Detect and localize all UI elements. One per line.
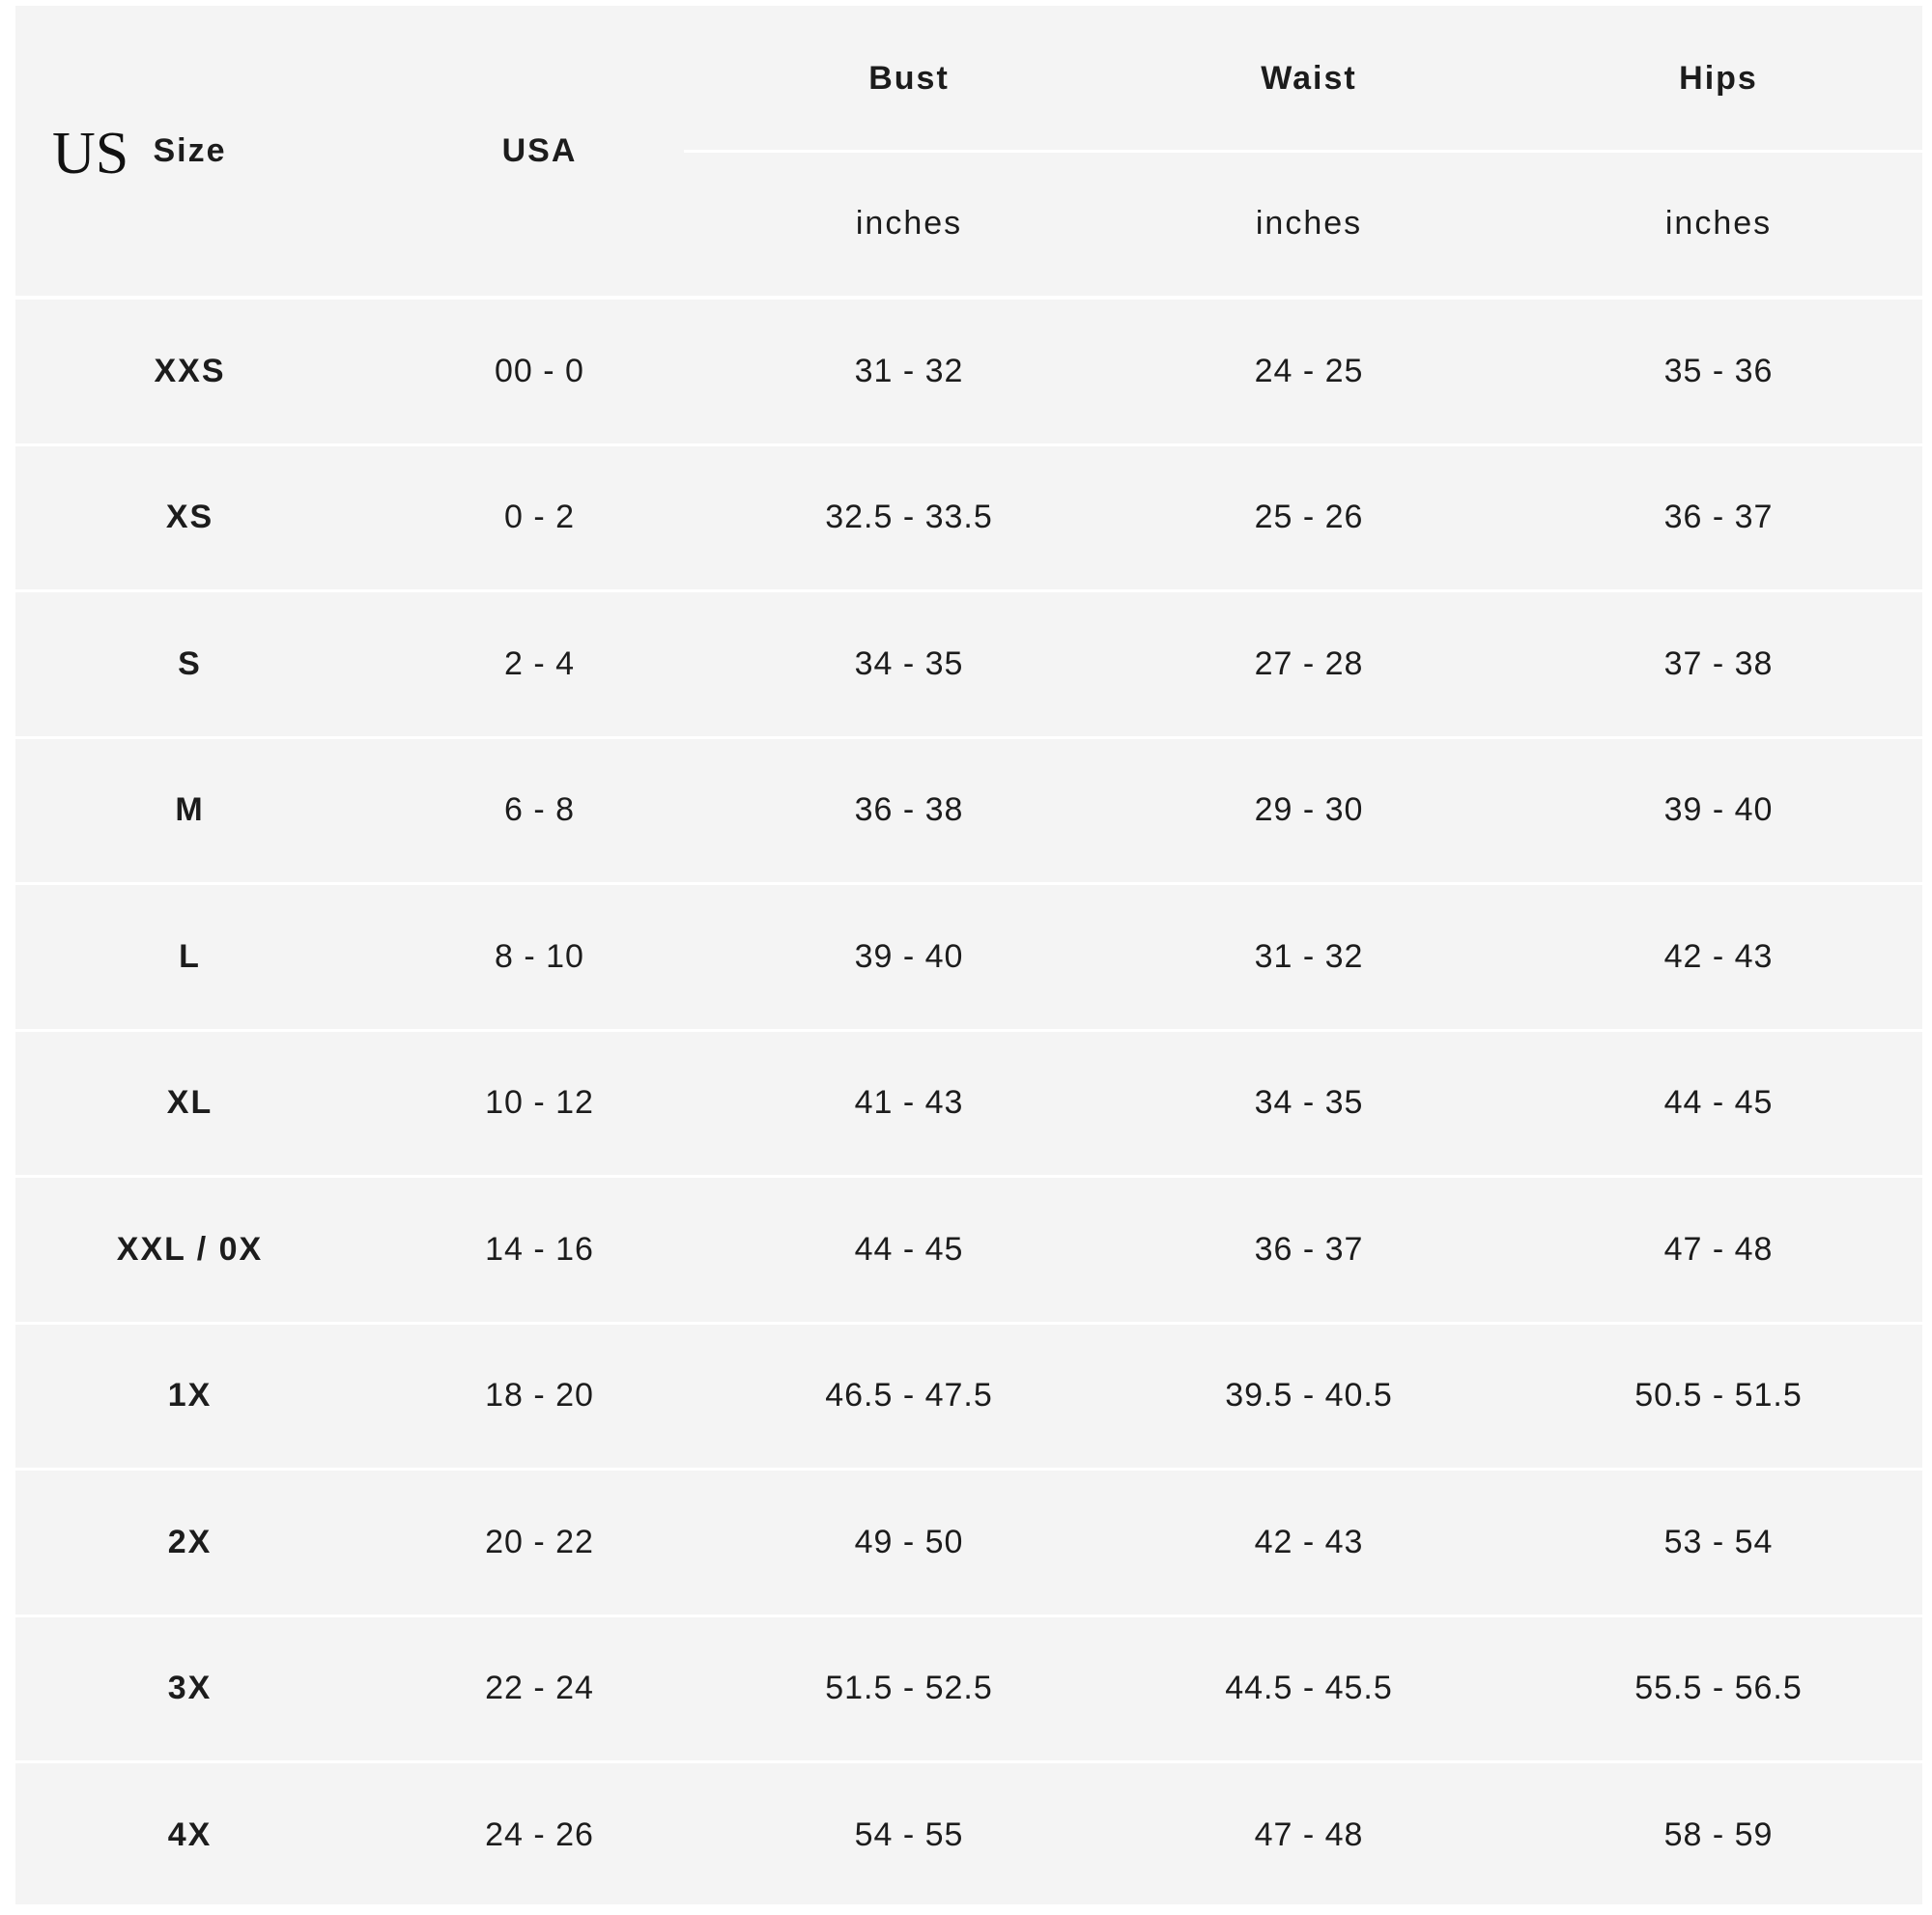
cell-usa: 22 - 24 xyxy=(485,1670,594,1707)
cell-usa: 6 - 8 xyxy=(503,791,576,829)
cell-hips: 42 - 43 xyxy=(1663,937,1774,975)
cell-hips: 53 - 54 xyxy=(1663,1523,1774,1560)
cell-hips: 58 - 59 xyxy=(1663,1815,1774,1853)
cell-usa: 14 - 16 xyxy=(485,1230,594,1268)
table-row: XS 0 - 2 32.5 - 33.5 25 - 26 36 - 37 xyxy=(15,446,1922,592)
cell-bust: 41 - 43 xyxy=(854,1084,964,1122)
cell-waist: 27 - 28 xyxy=(1254,644,1364,682)
table-body: XXS 00 - 0 31 - 32 24 - 25 35 - 36 XS 0 - 2 32.… xyxy=(15,300,1922,1907)
header-bust-unit: inches xyxy=(855,204,963,242)
table-row: XL 10 - 12 41 - 43 34 - 35 44 - 45 xyxy=(15,1032,1922,1178)
table-row: XXL / 0X 14 - 16 44 - 45 36 - 37 47 - 48 xyxy=(15,1178,1922,1325)
cell-hips: 37 - 38 xyxy=(1663,644,1774,682)
cell-waist: 36 - 37 xyxy=(1254,1230,1364,1268)
header-usa: USA xyxy=(501,131,578,169)
cell-bust: 44 - 45 xyxy=(854,1230,964,1268)
header-size: Size xyxy=(153,131,227,169)
cell-usa: 18 - 20 xyxy=(485,1377,594,1415)
header-waist-label: Waist xyxy=(1261,59,1357,97)
header-bust-label: Bust xyxy=(868,59,950,97)
header-hips: Hips inches xyxy=(1515,6,1922,296)
region-label: US xyxy=(52,121,129,186)
cell-bust: 49 - 50 xyxy=(854,1523,964,1560)
header-waist-unit: inches xyxy=(1255,204,1363,242)
cell-usa: 10 - 12 xyxy=(485,1084,594,1122)
cell-hips: 44 - 45 xyxy=(1663,1084,1774,1122)
cell-hips: 55.5 - 56.5 xyxy=(1634,1670,1803,1707)
cell-bust: 51.5 - 52.5 xyxy=(825,1670,993,1707)
header-hips-label: Hips xyxy=(1679,59,1758,97)
table-row: S 2 - 4 34 - 35 27 - 28 37 - 38 xyxy=(15,592,1922,739)
table-row: XXS 00 - 0 31 - 32 24 - 25 35 - 36 xyxy=(15,300,1922,446)
cell-waist: 31 - 32 xyxy=(1254,937,1364,975)
header-waist: Waist inches xyxy=(1103,6,1515,296)
table-row: 4X 24 - 26 54 - 55 47 - 48 58 - 59 xyxy=(15,1763,1922,1907)
header-hips-unit: inches xyxy=(1664,204,1773,242)
cell-usa: 00 - 0 xyxy=(495,352,584,389)
cell-waist: 47 - 48 xyxy=(1254,1815,1364,1853)
table-row: 3X 22 - 24 51.5 - 52.5 44.5 - 45.5 55.5 - 56… xyxy=(15,1617,1922,1763)
cell-hips: 50.5 - 51.5 xyxy=(1634,1377,1803,1415)
table-row: 2X 20 - 22 49 - 50 42 - 43 53 - 54 xyxy=(15,1471,1922,1617)
table-row: L 8 - 10 39 - 40 31 - 32 42 - 43 xyxy=(15,885,1922,1032)
table-header: Size USA Bust inches Waist inches Hips i… xyxy=(15,6,1922,300)
cell-size: L xyxy=(179,937,201,975)
cell-usa: 0 - 2 xyxy=(503,499,576,536)
cell-waist: 29 - 30 xyxy=(1254,791,1364,829)
cell-waist: 42 - 43 xyxy=(1254,1523,1364,1560)
header-bust: Bust inches xyxy=(715,6,1103,296)
cell-bust: 46.5 - 47.5 xyxy=(825,1377,993,1415)
cell-usa: 24 - 26 xyxy=(485,1815,594,1853)
cell-waist: 39.5 - 40.5 xyxy=(1225,1377,1393,1415)
cell-bust: 54 - 55 xyxy=(854,1815,964,1853)
cell-bust: 34 - 35 xyxy=(854,644,964,682)
cell-waist: 44.5 - 45.5 xyxy=(1225,1670,1393,1707)
cell-waist: 34 - 35 xyxy=(1254,1084,1364,1122)
cell-hips: 47 - 48 xyxy=(1663,1230,1774,1268)
cell-size: XS xyxy=(165,499,214,536)
cell-size: 2X xyxy=(167,1523,213,1560)
cell-hips: 36 - 37 xyxy=(1663,499,1774,536)
cell-usa: 2 - 4 xyxy=(503,644,576,682)
cell-size: XXS xyxy=(154,352,226,389)
cell-size: 3X xyxy=(167,1670,213,1707)
cell-bust: 39 - 40 xyxy=(854,937,964,975)
table-row: M 6 - 8 36 - 38 29 - 30 39 - 40 xyxy=(15,739,1922,885)
cell-bust: 32.5 - 33.5 xyxy=(825,499,993,536)
cell-waist: 24 - 25 xyxy=(1254,352,1364,389)
header-divider xyxy=(684,150,1922,153)
cell-size: 1X xyxy=(167,1377,213,1415)
cell-size: XXL / 0X xyxy=(116,1230,264,1268)
cell-waist: 25 - 26 xyxy=(1254,499,1364,536)
cell-size: S xyxy=(178,644,202,682)
cell-size: 4X xyxy=(167,1815,213,1853)
table-row: 1X 18 - 20 46.5 - 47.5 39.5 - 40.5 50.5 - 51… xyxy=(15,1325,1922,1471)
cell-size: XL xyxy=(166,1084,213,1122)
cell-hips: 35 - 36 xyxy=(1663,352,1774,389)
cell-bust: 31 - 32 xyxy=(854,352,964,389)
size-chart-table: Size USA Bust inches Waist inches Hips i… xyxy=(15,6,1922,1904)
cell-bust: 36 - 38 xyxy=(854,791,964,829)
cell-size: M xyxy=(175,791,205,829)
cell-usa: 20 - 22 xyxy=(485,1523,594,1560)
cell-hips: 39 - 40 xyxy=(1663,791,1774,829)
cell-usa: 8 - 10 xyxy=(495,937,584,975)
